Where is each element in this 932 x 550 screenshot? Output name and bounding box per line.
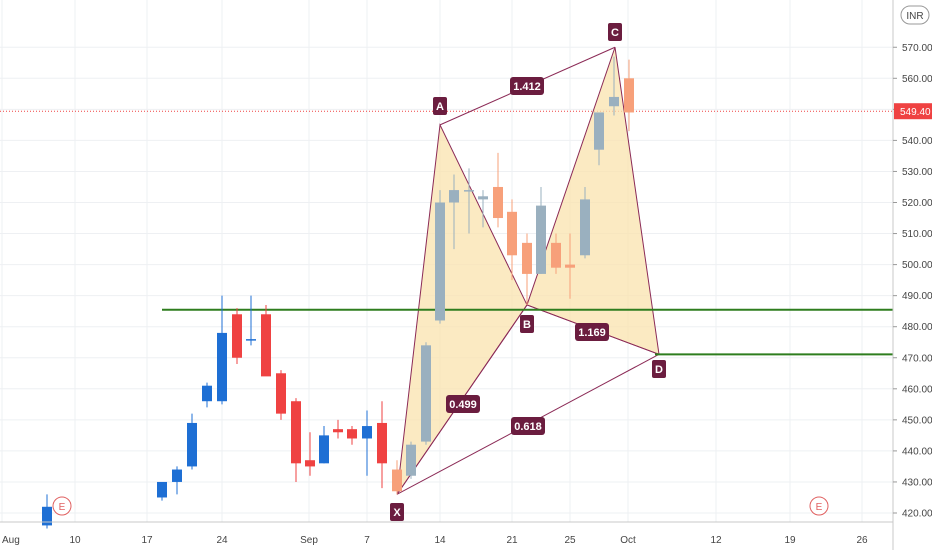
candle-body xyxy=(624,78,634,113)
candle-body xyxy=(594,112,604,150)
y-tick-label: 520.00 xyxy=(902,198,932,209)
candle-body xyxy=(172,469,182,482)
candle-body xyxy=(157,481,167,498)
point-label-box xyxy=(520,315,534,333)
ratio-labels: 1.412 0.499 1.169 0.618 xyxy=(446,77,609,435)
bcd-triangle[interactable] xyxy=(526,47,660,356)
candle-body xyxy=(493,186,503,219)
candle-body xyxy=(522,242,532,274)
candle-body xyxy=(202,385,212,402)
point-label: C xyxy=(611,27,619,39)
currency-badge[interactable]: INR xyxy=(900,5,930,25)
candle-body xyxy=(464,190,474,192)
candle-body xyxy=(609,96,619,107)
candle-body xyxy=(362,426,372,439)
candle-body xyxy=(392,469,402,492)
y-tick-label: 470.00 xyxy=(902,353,932,364)
time-axis[interactable]: Aug 10 17 24 Sep 7 14 21 25 Oct 12 19 26 xyxy=(0,521,893,546)
event-marker-icon[interactable] xyxy=(809,496,829,516)
candle-body xyxy=(232,314,242,358)
event-marker-icon[interactable] xyxy=(52,496,72,516)
y-tick-label: 540.00 xyxy=(902,136,932,147)
x-tick-label: 19 xyxy=(784,535,796,546)
y-tick-label: 450.00 xyxy=(902,415,932,426)
point-label: A xyxy=(436,101,444,113)
y-tick-label: 440.00 xyxy=(902,446,932,457)
x-tick-label: 25 xyxy=(564,535,576,546)
candle-body xyxy=(377,422,387,464)
ratio-label: 1.412 xyxy=(513,81,541,93)
candle-body xyxy=(536,205,546,274)
candle-body xyxy=(347,429,357,439)
candle-body xyxy=(217,332,227,402)
candle-body xyxy=(478,196,488,200)
point-label: X xyxy=(393,507,401,519)
x-tick-label: 10 xyxy=(69,535,81,546)
y-tick-label: 500.00 xyxy=(902,260,932,271)
y-tick-label: 570.00 xyxy=(902,43,932,54)
x-tick-label: 12 xyxy=(710,535,722,546)
candle-body xyxy=(333,429,343,433)
x-tick-label: Oct xyxy=(620,535,636,546)
candle-body xyxy=(421,345,431,442)
y-tick-label: 480.00 xyxy=(902,322,932,333)
y-tick-label: 420.00 xyxy=(902,509,932,520)
event-marker-label: E xyxy=(816,502,823,513)
x-tick-label: 21 xyxy=(506,535,518,546)
current-price-tag xyxy=(894,103,932,120)
candle-body xyxy=(42,506,52,526)
y-tick-label: 430.00 xyxy=(902,477,932,488)
ratio-label-box xyxy=(510,77,544,95)
current-price-label: 549.40 xyxy=(900,107,931,118)
currency-label: INR xyxy=(906,11,923,22)
candles xyxy=(42,56,634,529)
x-tick-label: 17 xyxy=(141,535,153,546)
point-label-box xyxy=(652,360,666,378)
y-tick-label: 560.00 xyxy=(902,74,932,85)
point-label-box xyxy=(608,23,622,41)
point-label: D xyxy=(655,364,663,376)
x-tick-label: 26 xyxy=(856,535,868,546)
candle-body xyxy=(435,202,445,321)
x-tick-label: 24 xyxy=(216,535,228,546)
ratio-label: 0.499 xyxy=(449,399,477,411)
candle-body xyxy=(449,190,459,203)
candle-body xyxy=(261,314,271,377)
point-label-box xyxy=(390,503,404,521)
point-label: B xyxy=(523,319,531,331)
candle-body xyxy=(580,199,590,256)
ratio-label-box xyxy=(511,417,545,435)
x-tick-label: Aug xyxy=(2,535,20,546)
x-tick-label: 7 xyxy=(364,535,370,546)
x-tick-label: Sep xyxy=(300,535,318,546)
event-marker-label: E xyxy=(59,502,66,513)
y-tick-label: 510.00 xyxy=(902,229,932,240)
candle-body xyxy=(187,422,197,467)
y-tick-label: 460.00 xyxy=(902,384,932,395)
y-tick-label: 530.00 xyxy=(902,167,932,178)
candle-body xyxy=(507,211,517,256)
ratio-label: 0.618 xyxy=(514,421,542,433)
candle-body xyxy=(276,373,286,414)
price-axis[interactable]: 420.00 430.00 440.00 450.00 460.00 470.00 480.… xyxy=(892,0,932,550)
point-label-box xyxy=(433,97,447,115)
candle-body xyxy=(565,264,575,268)
ratio-label-box xyxy=(446,395,480,413)
candle-body xyxy=(319,435,329,464)
candle-body xyxy=(551,242,561,268)
x-tick-label: 14 xyxy=(434,535,446,546)
candle-body xyxy=(406,444,416,476)
candle-body xyxy=(305,460,315,467)
y-tick-label: 490.00 xyxy=(902,291,932,302)
candle-body xyxy=(246,339,256,341)
ratio-label: 1.169 xyxy=(578,327,606,339)
pattern-point-labels: X A B C D xyxy=(390,23,666,521)
candle-body xyxy=(291,401,301,464)
ratio-label-box xyxy=(575,323,609,341)
